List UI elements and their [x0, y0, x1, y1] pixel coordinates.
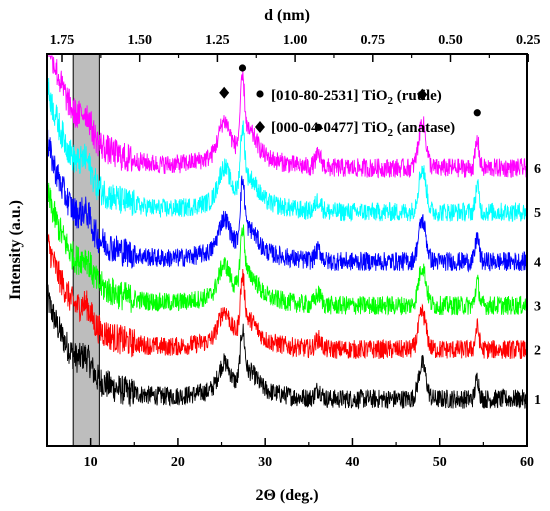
anatase-peak-marker: [219, 86, 230, 99]
top-tick-label: 1.25: [205, 33, 230, 48]
series-line-6: [47, 55, 528, 179]
series-line-3: [46, 179, 528, 316]
series-labels: 1 2 3 4 5 6: [534, 162, 541, 408]
y-axis-title: Intensity (a.u.): [7, 200, 24, 300]
series-line-5: [46, 77, 528, 223]
x-tick-label: 20: [171, 455, 185, 470]
rutile-peak-marker: [314, 123, 323, 131]
x-tick-label: 40: [345, 455, 359, 470]
series-label: 2: [534, 343, 541, 358]
legend-diamond-icon: [255, 121, 265, 133]
legend-circle-icon: [256, 90, 264, 98]
top-tick-label: 1.75: [50, 33, 75, 48]
series-label: 5: [534, 206, 541, 221]
bottom-ticks: 10 20 30 40 50 60: [46, 438, 534, 470]
series-line-1: [46, 284, 528, 410]
top-tick-label: 0.75: [361, 33, 386, 48]
top-tick-label: 1.50: [127, 33, 152, 48]
series-line-4: [46, 129, 528, 273]
rutile-peak-marker: [473, 109, 481, 117]
top-tick-label: 1.00: [283, 33, 308, 48]
top-axis-title: d (nm): [264, 7, 310, 24]
rutile-peak-marker: [238, 64, 247, 72]
series-group: [46, 55, 528, 410]
x-tick-label: 10: [84, 455, 98, 470]
anatase-peak-marker: [417, 88, 428, 101]
series-label: 6: [534, 162, 541, 177]
x-tick-label: 30: [258, 455, 272, 470]
legend: [010-80-2531] TiO2 (rutile) [000-04-0477…: [255, 88, 455, 139]
x-axis-title: 2Θ (deg.): [255, 487, 318, 504]
top-tick-label: 0.25: [516, 33, 541, 48]
series-label: 1: [534, 393, 541, 408]
series-label: 3: [534, 299, 541, 314]
series-line-2: [46, 229, 528, 360]
x-tick-label: 50: [433, 455, 447, 470]
peak-markers: [219, 64, 481, 131]
x-tick-label: 60: [520, 455, 534, 470]
top-ticks: 1.75 1.50 1.25 1.00 0.75 0.50 0.25: [50, 33, 541, 62]
legend-rutile-text: [010-80-2531] TiO2 (rutile): [271, 88, 442, 107]
legend-anatase-text: [000-04-0477] TiO2 (anatase): [271, 120, 455, 139]
top-tick-label: 0.50: [438, 33, 463, 48]
series-label: 4: [534, 255, 541, 270]
plot-frame: [46, 53, 528, 447]
